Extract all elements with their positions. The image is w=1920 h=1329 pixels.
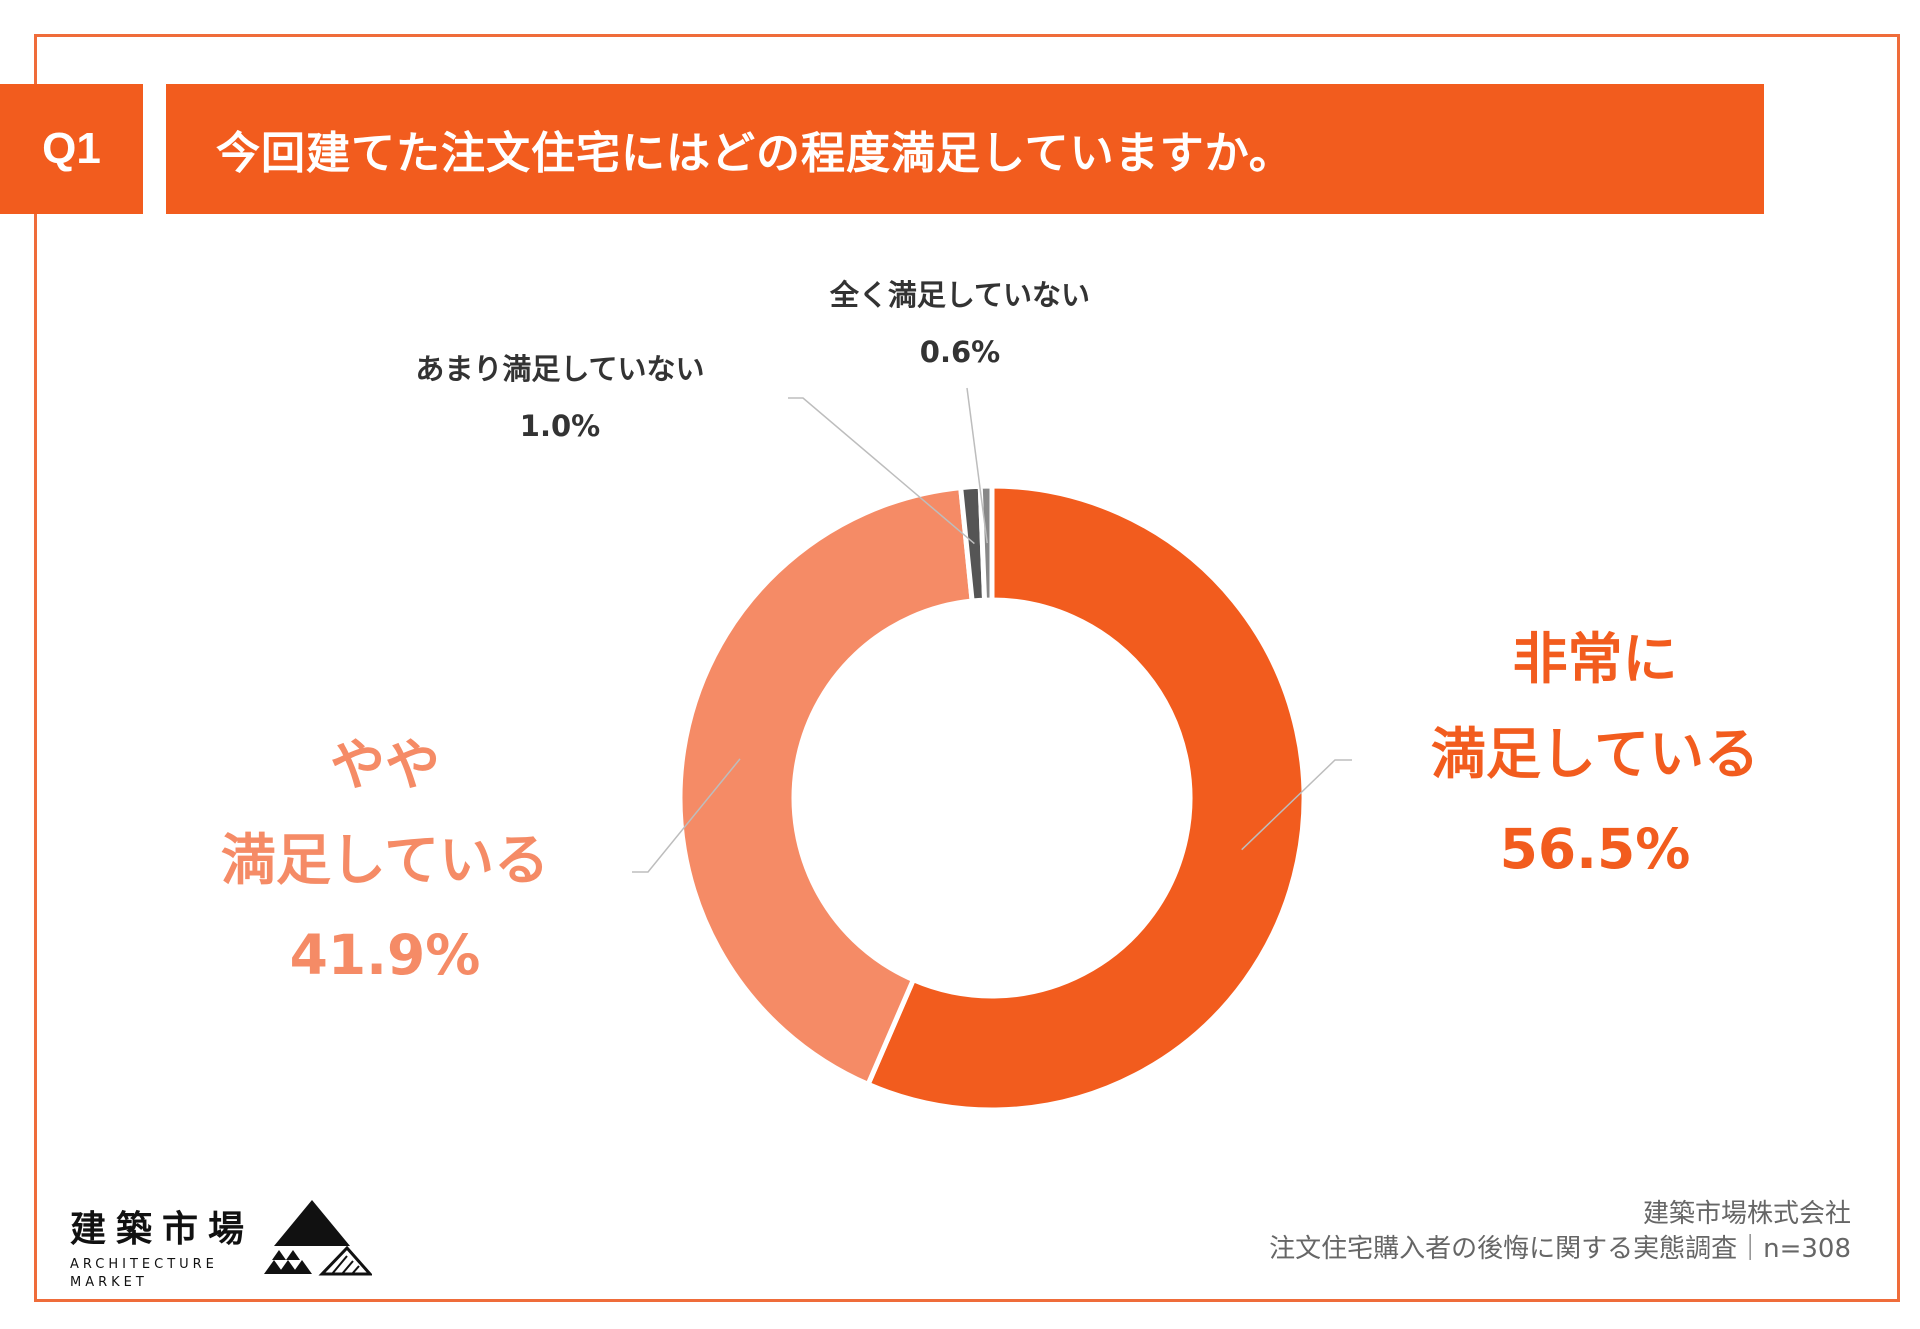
label-not-at-all: 全く満足していない 0.6% (790, 278, 1130, 370)
slice-very-satisfied (864, 483, 1307, 1113)
donut-slices (677, 483, 1307, 1113)
source-company: 建築市場株式会社 (1642, 1199, 1851, 1229)
logo-jp-text: 建築市場 (70, 1209, 255, 1250)
leader-lines (632, 387, 1352, 873)
source-survey: 注文住宅購入者の後悔に関する実態調査｜n=308 (1269, 1234, 1851, 1265)
label-somewhat-satisfied-line1: やや (329, 733, 440, 797)
label-very-satisfied: 非常に 満足している 56.5% (1400, 632, 1790, 877)
label-not-very-name: あまり満足していない (415, 352, 705, 386)
leader-somewhat-satisfied (632, 758, 741, 873)
question-number: Q1 (0, 84, 143, 214)
label-not-very-value: 1.0% (519, 408, 601, 443)
slide-frame (34, 34, 1900, 1302)
label-very-satisfied-line2: 満足している (1430, 722, 1760, 786)
logo-triangle-icon (264, 1200, 372, 1276)
label-somewhat-satisfied: やや 満足している 41.9% (190, 738, 580, 983)
label-very-satisfied-value: 56.5% (1499, 817, 1691, 881)
leader-very-satisfied (1241, 759, 1352, 851)
label-somewhat-satisfied-value: 41.9% (289, 923, 481, 987)
leader-not-at-all (966, 387, 988, 544)
logo-en-line1: ARCHITECTURE (70, 1257, 218, 1272)
company-logo: 建築市場 ARCHITECTURE MARKET (70, 1200, 254, 1291)
logo-en-text: ARCHITECTURE MARKET (70, 1256, 254, 1291)
label-somewhat-satisfied-line2: 満足している (220, 828, 550, 892)
label-not-at-all-value: 0.6% (919, 334, 1001, 369)
logo-en-line2: MARKET (70, 1274, 148, 1290)
leader-not-very (788, 397, 975, 545)
question-title: 今回建てた注文住宅にはどの程度満足していますか。 (166, 84, 1764, 214)
label-not-very: あまり満足していない 1.0% (380, 352, 740, 444)
slice-somewhat-satisfied (677, 484, 975, 1088)
source-note: 建築市場株式会社 注文住宅購入者の後悔に関する実態調査｜n=308 (1269, 1197, 1851, 1267)
label-not-at-all-name: 全く満足していない (829, 278, 1091, 312)
label-very-satisfied-line1: 非常に (1512, 627, 1678, 691)
